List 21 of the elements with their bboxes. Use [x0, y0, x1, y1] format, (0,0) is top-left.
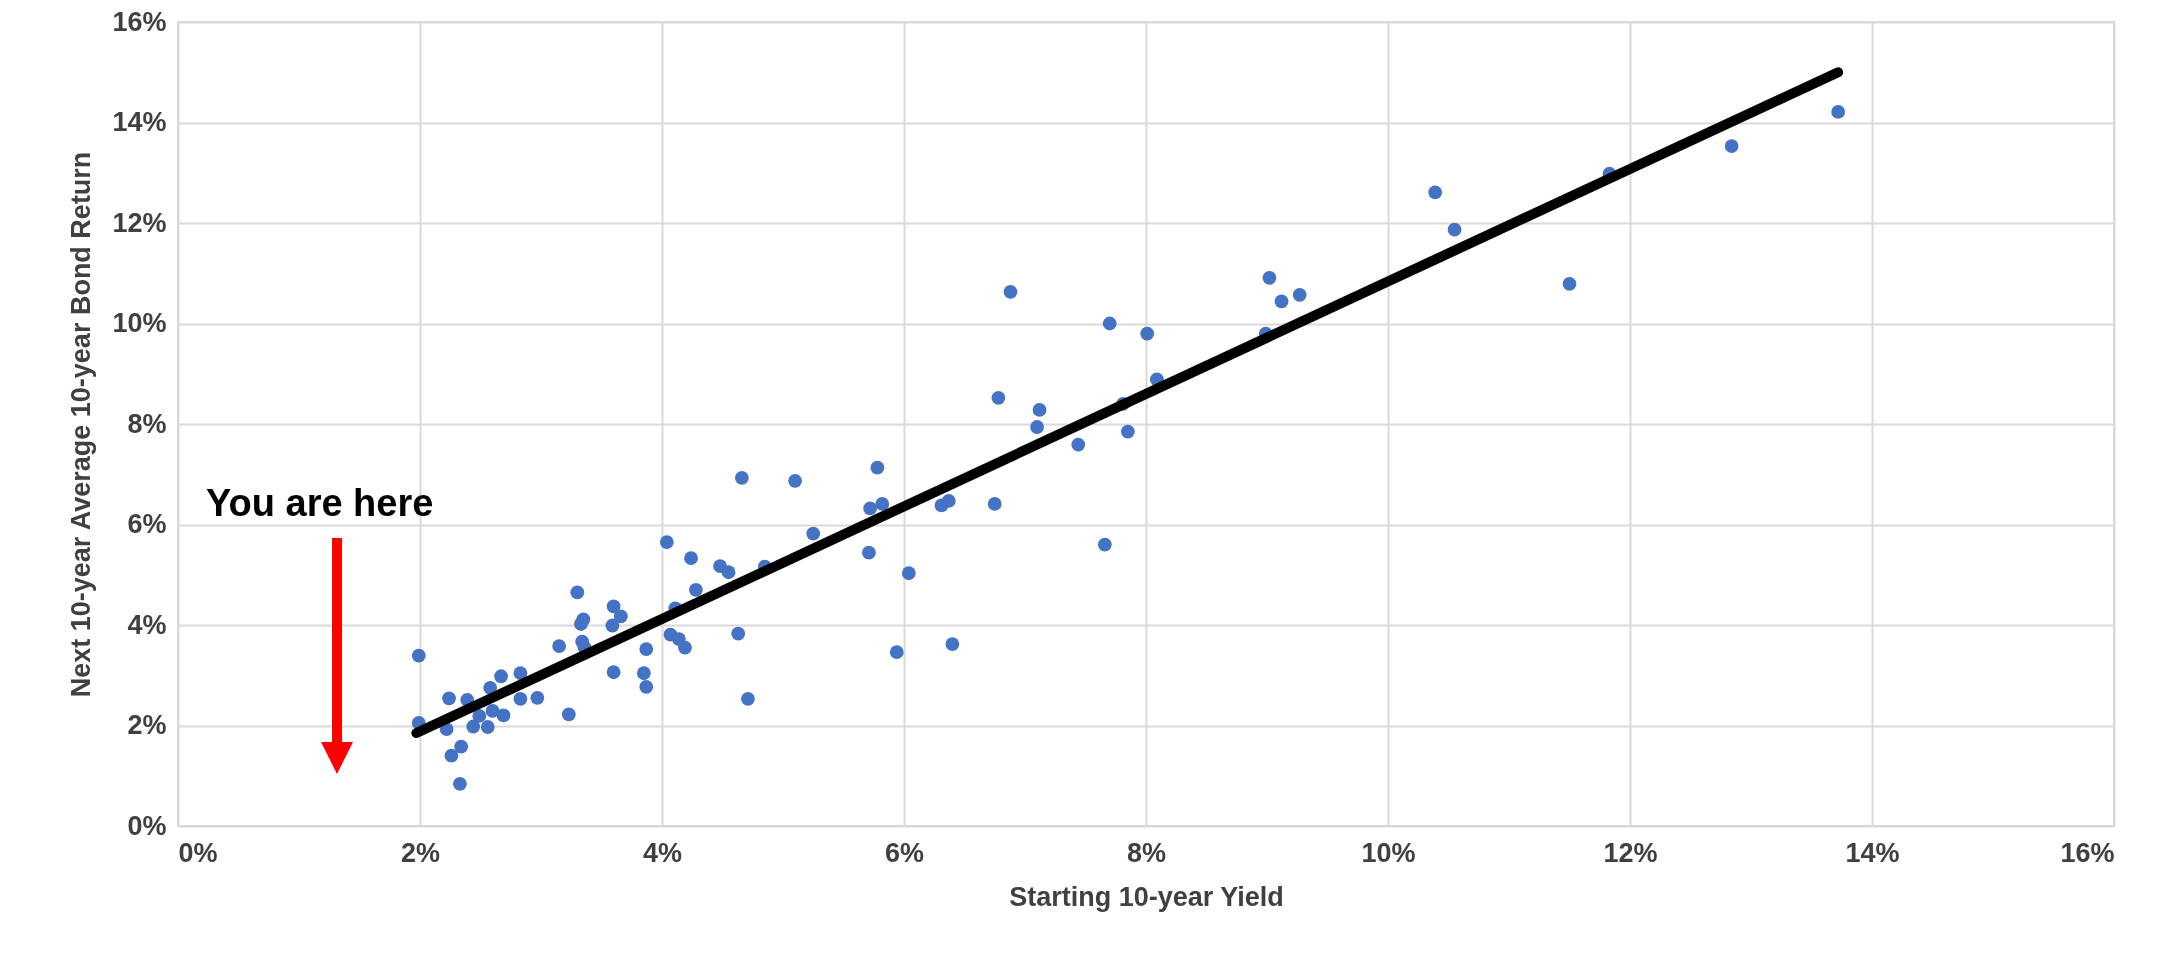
- x-tick-label: 10%: [1361, 837, 1416, 868]
- y-tick-label: 4%: [127, 609, 167, 640]
- y-tick-label: 2%: [127, 710, 167, 740]
- y-tick-label: 8%: [127, 408, 167, 439]
- x-tick-label: 16%: [2060, 837, 2115, 868]
- x-tick-label: 6%: [884, 837, 925, 868]
- y-tick-label: 0%: [127, 810, 167, 841]
- x-axis-title: Starting 10-year Yield: [1009, 881, 1284, 912]
- y-tick-label: 12%: [112, 207, 167, 238]
- y-tick-label: 14%: [112, 107, 167, 137]
- y-axis-title: Next 10-year Average 10-year Bond Return: [66, 151, 97, 698]
- annotation: You are here: [206, 482, 434, 525]
- x-tick-label: 2%: [400, 837, 441, 868]
- x-tick-label: 4%: [642, 837, 683, 868]
- x-tick-label: 14%: [1845, 837, 1900, 868]
- x-tick-label: 8%: [1126, 837, 1167, 868]
- y-tick-label: 10%: [112, 308, 167, 338]
- y-tick-label: 16%: [112, 6, 167, 37]
- x-tick-label: 0%: [178, 837, 218, 868]
- y-tick-label: 6%: [127, 509, 167, 539]
- x-tick-label: 12%: [1603, 837, 1658, 868]
